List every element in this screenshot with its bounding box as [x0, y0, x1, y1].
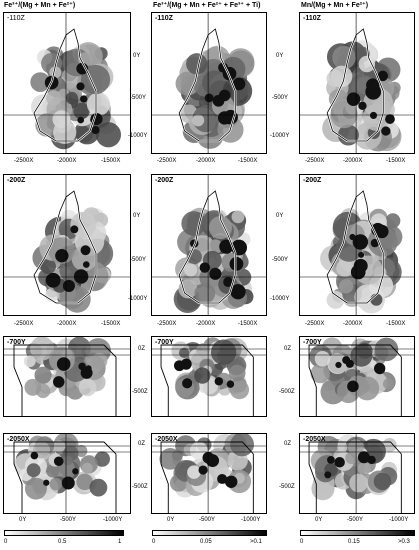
panel-label: -110Z: [7, 15, 25, 22]
map-plot-svg: [300, 13, 414, 153]
colorbar-tick: >0.3: [398, 539, 410, 545]
x-tick: -2000X: [57, 158, 77, 164]
column-title-1: Fe³⁺/(Mg + Mn + Fe²⁺): [4, 2, 76, 9]
map-plot-svg: [4, 13, 130, 153]
colorbar-tick: 0.05: [200, 539, 212, 545]
panel-label: -700Y: [155, 339, 174, 346]
y-tick: -500Z: [132, 484, 148, 490]
y-tick: 0Z: [284, 441, 292, 447]
colorbar-tick: 1: [118, 539, 122, 545]
section-plot-svg: [152, 337, 266, 416]
y-tick: 0Z: [138, 346, 146, 352]
y-tick: 0Y: [133, 213, 141, 219]
y-tick: -1000Y: [128, 133, 148, 139]
y-tick: -500Z: [132, 389, 148, 395]
section-panel-r3-c1: -700Y: [3, 336, 131, 417]
panel-label: -200Z: [303, 177, 322, 184]
y-tick: -500Y: [130, 95, 147, 101]
colorbar-3: [300, 530, 415, 536]
panel-label: -700Y: [303, 339, 322, 346]
x-tick: 0Y: [167, 517, 175, 523]
map-panel-r2-c3: -200Z: [299, 174, 415, 316]
colorbar-tick: 0.5: [58, 539, 67, 545]
x-tick: -1000Y: [389, 517, 409, 523]
x-tick: -2500X: [14, 158, 34, 164]
x-tick: -500Y: [199, 517, 216, 523]
y-tick: -1000Y: [270, 133, 290, 139]
x-tick: -2500X: [305, 321, 325, 327]
section-plot-svg: [4, 337, 130, 416]
y-tick: -500Y: [272, 95, 289, 101]
colorbar-tick: 0: [152, 539, 156, 545]
x-tick: -1000Y: [103, 517, 123, 523]
y-tick: 0Y: [276, 213, 284, 219]
y-tick: 0Y: [276, 53, 284, 59]
x-tick: -1500X: [101, 158, 121, 164]
colorbar-tick: 0: [4, 539, 8, 545]
x-tick: -2000X: [196, 321, 216, 327]
map-plot-svg: [152, 13, 266, 153]
panel-label: -2050X: [303, 436, 326, 443]
x-tick: -1500X: [101, 321, 121, 327]
column-title-2: Fe³⁺/(Mg + Mn + Fe²⁺ + Fe³⁺ + Ti): [153, 2, 261, 9]
y-tick: -500Y: [272, 257, 289, 263]
y-tick: -1000Y: [270, 296, 290, 302]
y-tick: 0Z: [138, 441, 146, 447]
map-plot-svg: [4, 175, 130, 315]
y-tick: 0Z: [284, 346, 292, 352]
x-tick: -2500X: [305, 158, 325, 164]
panel-label: -200Z: [155, 177, 174, 184]
x-tick: -500Y: [347, 517, 364, 523]
section-panel-r4-c1: -2050X: [3, 433, 131, 514]
x-tick: -2000X: [196, 158, 216, 164]
colorbar-tick: >0.1: [250, 539, 262, 545]
x-tick: -1500X: [386, 158, 406, 164]
y-tick: -1000Y: [128, 296, 148, 302]
x-tick: -1500X: [238, 158, 258, 164]
x-tick: -2000X: [57, 321, 77, 327]
x-tick: 0Y: [19, 517, 27, 523]
x-tick: -2500X: [157, 158, 177, 164]
y-tick: 0Y: [133, 53, 141, 59]
x-tick: -2500X: [14, 321, 34, 327]
section-plot-svg: [300, 434, 414, 513]
x-tick: -2000X: [343, 158, 363, 164]
map-plot-svg: [300, 175, 414, 315]
section-plot-svg: [300, 337, 414, 416]
x-tick: -1000Y: [241, 517, 261, 523]
map-panel-r1-c2: -110Z: [151, 12, 267, 154]
map-panel-r1-c3: -110Z: [299, 12, 415, 154]
section-panel-r4-c2: -2050X: [151, 433, 267, 514]
map-panel-r2-c1: -200Z: [3, 174, 131, 316]
map-plot-svg: [152, 175, 266, 315]
x-tick: 0Y: [315, 517, 323, 523]
section-panel-r3-c2: -700Y: [151, 336, 267, 417]
panel-label: -2050X: [155, 436, 178, 443]
map-panel-r2-c2: -200Z: [151, 174, 267, 316]
map-panel-r1-c1: -110Z: [3, 12, 131, 154]
panel-label: -110Z: [155, 15, 173, 22]
y-tick: -500Z: [279, 484, 295, 490]
y-tick: -500Y: [130, 257, 147, 263]
column-title-3: Mn/(Mg + Mn + Fe²⁺): [301, 2, 369, 9]
x-tick: -1500X: [386, 321, 406, 327]
colorbar-tick: 0.15: [348, 539, 360, 545]
y-tick: -500Z: [279, 389, 295, 395]
panel-label: -700Y: [7, 339, 26, 346]
x-tick: -1500X: [238, 321, 258, 327]
section-plot-svg: [4, 434, 130, 513]
x-tick: -500Y: [60, 517, 77, 523]
panel-label: -110Z: [303, 15, 321, 22]
colorbar-tick: 0: [300, 539, 304, 545]
colorbar-2: [152, 530, 267, 536]
section-panel-r3-c3: -700Y: [299, 336, 415, 417]
section-panel-r4-c3: -2050X: [299, 433, 415, 514]
panel-label: -2050X: [7, 436, 30, 443]
x-tick: -2500X: [157, 321, 177, 327]
colorbar-1: [4, 530, 124, 536]
section-plot-svg: [152, 434, 266, 513]
x-tick: -2000X: [343, 321, 363, 327]
panel-label: -200Z: [7, 177, 26, 184]
